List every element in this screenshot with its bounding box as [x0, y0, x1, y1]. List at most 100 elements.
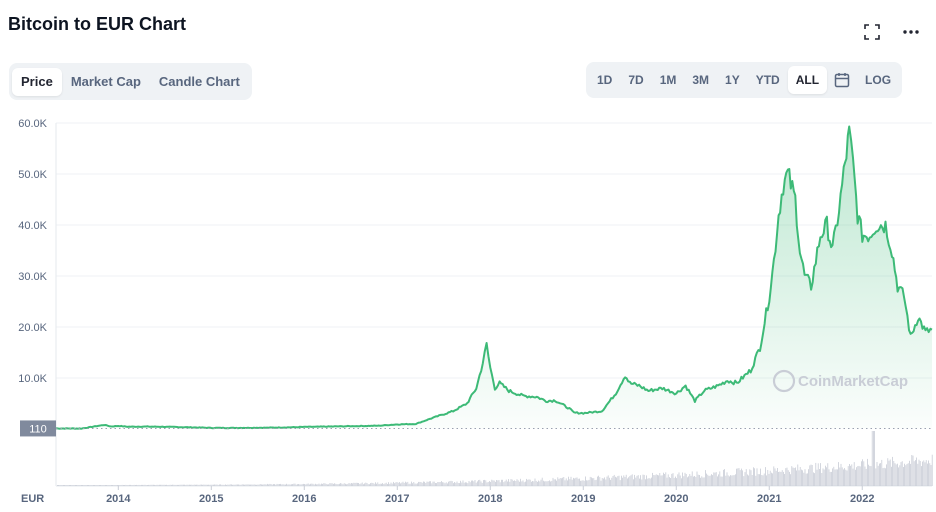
volume-bar [589, 476, 591, 486]
range-7d[interactable]: 7D [628, 73, 644, 87]
volume-bar [496, 480, 497, 486]
volume-bar [730, 475, 731, 486]
volume-bar [268, 484, 269, 486]
volume-bar [564, 480, 566, 486]
volume-bar [754, 468, 755, 486]
volume-bar [215, 484, 217, 486]
volume-bar [131, 485, 133, 486]
volume-bar [883, 467, 885, 486]
volume-bar [433, 481, 435, 486]
volume-bar [77, 485, 79, 486]
volume-bar [699, 475, 700, 486]
volume-bar [364, 483, 365, 486]
volume-bar [622, 477, 623, 486]
x-tick-label: 2016 [292, 493, 316, 505]
volume-bar [310, 483, 311, 486]
volume-bar [738, 468, 740, 486]
volume-bar [151, 484, 153, 486]
volume-bar [741, 468, 742, 486]
volume-bar [760, 468, 761, 486]
volume-bar [453, 483, 454, 486]
baseline-label-box [20, 420, 56, 437]
volume-bar [335, 483, 337, 486]
volume-bar [357, 482, 358, 486]
volume-bar [135, 485, 136, 486]
volume-bar [419, 481, 421, 486]
volume-bar [600, 480, 602, 486]
more-horizontal-icon[interactable] [901, 22, 921, 42]
volume-bar [219, 484, 220, 486]
volume-bar [679, 475, 681, 486]
volume-bar [642, 474, 644, 486]
volume-bar [114, 485, 116, 486]
volume-bar [175, 484, 177, 486]
volume-bar [892, 456, 893, 486]
volume-bar [919, 461, 921, 486]
range-1y[interactable]: 1Y [725, 73, 740, 87]
volume-bar [283, 484, 285, 486]
volume-bar [875, 468, 877, 486]
volume-bar [288, 484, 290, 486]
volume-bar [498, 480, 500, 486]
volume-bar [785, 468, 787, 486]
volume-bar [534, 478, 536, 486]
y-tick-label: 50.0K [18, 169, 47, 181]
volume-bar [635, 477, 637, 486]
volume-bar [793, 468, 795, 486]
range-ytd[interactable]: YTD [755, 73, 780, 87]
volume-bar [592, 478, 593, 486]
fullscreen-icon[interactable] [862, 22, 882, 42]
volume-bar [423, 481, 424, 486]
volume-bar [527, 479, 529, 486]
volume-bar [574, 478, 575, 486]
volume-bar [474, 480, 476, 486]
volume-bar [192, 484, 194, 486]
volume-bar [766, 475, 767, 486]
x-tick-label: 2018 [478, 493, 502, 505]
volume-bar [490, 481, 491, 486]
volume-bar [78, 485, 80, 486]
volume-bar [593, 478, 595, 486]
volume-bar [759, 474, 760, 486]
volume-bar [573, 477, 574, 486]
tab-price[interactable]: Price [12, 67, 62, 96]
volume-bar [888, 460, 890, 486]
tab-market-cap[interactable]: Market Cap [70, 73, 141, 89]
volume-bar [473, 481, 475, 486]
range-all[interactable]: ALL [787, 66, 828, 94]
volume-bar [261, 484, 262, 486]
volume-bar [897, 463, 898, 486]
volume-bar [472, 480, 473, 486]
volume-bar [653, 475, 655, 486]
volume-bar [727, 475, 729, 486]
volume-bar [838, 462, 839, 486]
volume-bar [323, 483, 325, 486]
volume-bar [119, 485, 121, 486]
range-3m[interactable]: 3M [692, 73, 710, 87]
volume-bar [504, 481, 506, 486]
range-1d[interactable]: 1D [597, 73, 613, 87]
volume-bar [468, 481, 470, 486]
volume-bar [322, 483, 323, 486]
volume-bar [285, 484, 286, 486]
volume-bar [545, 481, 547, 486]
volume-bar [703, 477, 705, 486]
volume-bar [117, 485, 118, 486]
price-line [56, 125, 933, 430]
volume-bar [911, 455, 913, 486]
volume-bar [214, 484, 215, 486]
log-toggle[interactable]: LOG [865, 73, 892, 87]
volume-bar [156, 484, 158, 486]
volume-bar [925, 460, 927, 486]
volume-bar [418, 481, 419, 486]
range-1m[interactable]: 1M [659, 73, 677, 87]
coinmarketcap-watermark: CoinMarketCap [772, 369, 908, 393]
calendar-icon[interactable] [827, 66, 857, 94]
tab-candle-chart[interactable]: Candle Chart [158, 73, 240, 89]
volume-bar [180, 484, 182, 486]
volume-bar [228, 484, 230, 486]
volume-bar [597, 476, 598, 486]
volume-bar [107, 485, 109, 486]
volume-bar [921, 466, 922, 486]
